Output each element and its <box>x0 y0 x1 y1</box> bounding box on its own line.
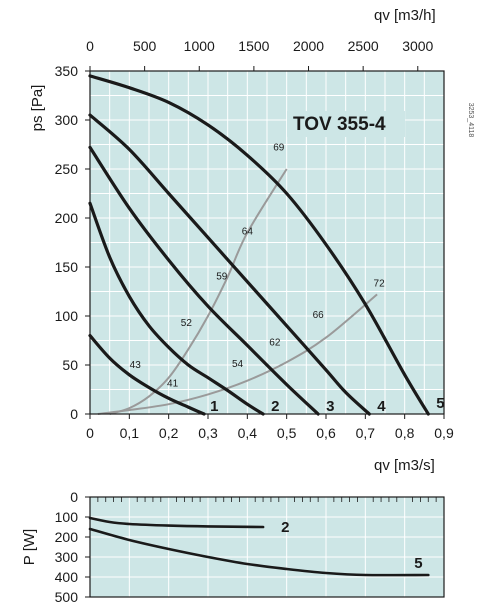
power-y-axis-title: P [W] <box>21 529 38 565</box>
power-y-tick-label: 200 <box>55 529 79 545</box>
pressure-curve-labels: 1 2 3 4 5 <box>210 395 445 415</box>
power-y-tick-label: 500 <box>55 589 79 605</box>
power-curve-label: 5 <box>414 555 422 572</box>
power-y-ticks: 0 100 200 300 400 500 <box>55 489 90 605</box>
efficiency-label: 62 <box>269 337 281 348</box>
power-plot-frame <box>89 496 445 598</box>
y-axis-title: ps [Pa] <box>29 85 46 132</box>
y-tick-label: 150 <box>55 259 79 275</box>
efficiency-label: 59 <box>216 272 228 283</box>
efficiency-label: 52 <box>181 318 193 329</box>
power-curve-label: 2 <box>281 519 289 536</box>
pressure-curve-label: 3 <box>326 398 334 415</box>
power-curves <box>88 516 430 577</box>
pressure-curve-label: 1 <box>210 398 218 415</box>
y-tick-label: 350 <box>55 63 79 79</box>
power-y-tick-label: 400 <box>55 569 79 585</box>
x-tick-label: 0 <box>86 425 94 441</box>
bottom-x-ticks: 0 0,1 0,2 0,3 0,4 0,5 0,6 0,7 0,8 0,9 <box>86 414 454 441</box>
main-chart: 0 0,1 0,2 0,3 0,4 0,5 0,6 0,7 0,8 0,9 0 500 1000 150… <box>29 7 474 474</box>
pressure-curve-5 <box>88 74 430 416</box>
efficiency-label: 66 <box>313 310 325 321</box>
power-curve-labels: 25 <box>281 519 423 572</box>
efficiency-label: 41 <box>167 379 179 390</box>
efficiency-label: 72 <box>374 279 386 290</box>
efficiency-curves <box>97 168 378 415</box>
top-x-tick-label: 2000 <box>293 38 324 54</box>
power-y-tick-label: 100 <box>55 509 79 525</box>
efficiency-label: 64 <box>242 227 254 238</box>
y-tick-label: 0 <box>70 406 78 422</box>
x-tick-label: 0,4 <box>238 425 258 441</box>
efficiency-label: 54 <box>232 359 244 370</box>
efficiency-curve <box>109 168 288 415</box>
top-x-tick-label: 0 <box>86 38 94 54</box>
pressure-curve-3 <box>88 145 320 416</box>
pressure-curve-1 <box>88 334 206 416</box>
y-tick-label: 200 <box>55 210 79 226</box>
pressure-curve-4 <box>88 113 371 416</box>
top-x-tick-label: 2500 <box>348 38 379 54</box>
model-title-backdrop <box>287 111 405 137</box>
power-y-tick-label: 300 <box>55 549 79 565</box>
x-tick-label: 0,7 <box>356 425 376 441</box>
y-tick-label: 300 <box>55 112 79 128</box>
pressure-curves <box>88 74 430 416</box>
pressure-curve-label: 2 <box>271 398 279 415</box>
efficiency-label: 69 <box>273 142 285 153</box>
power-curve-2 <box>88 516 265 529</box>
efficiency-label: 43 <box>130 360 142 371</box>
y-tick-label: 50 <box>62 357 78 373</box>
power-curve-5 <box>88 527 430 577</box>
efficiency-labels: 43 41 52 54 59 62 64 66 69 72 <box>130 111 405 390</box>
power-gridlines <box>90 497 444 597</box>
x-tick-label: 0,2 <box>159 425 179 441</box>
efficiency-curve <box>97 293 378 415</box>
top-x-axis-title: qv [m3/h] <box>374 7 436 24</box>
top-x-tick-label: 500 <box>133 38 157 54</box>
main-plot-frame <box>89 70 445 415</box>
x-tick-label: 0,8 <box>395 425 415 441</box>
x-tick-label: 0,1 <box>120 425 140 441</box>
pressure-curve-label: 5 <box>436 395 444 412</box>
top-x-tick-label: 3000 <box>402 38 433 54</box>
model-title: TOV 355-4 <box>293 114 386 135</box>
main-gridlines <box>90 71 444 414</box>
top-x-tick-label: 1000 <box>184 38 215 54</box>
x-tick-label: 0,3 <box>198 425 218 441</box>
reference-code: 3253_4118 <box>467 103 474 138</box>
y-tick-label: 250 <box>55 161 79 177</box>
top-x-tick-label: 1500 <box>238 38 269 54</box>
pressure-curve-2 <box>88 201 265 416</box>
x-tick-label: 0,9 <box>434 425 454 441</box>
x-tick-label: 0,5 <box>277 425 297 441</box>
y-ticks: 0 50 100 150 200 250 300 350 <box>55 63 90 422</box>
bottom-x-axis-title: qv [m3/s] <box>374 457 435 474</box>
x-tick-label: 0,6 <box>316 425 336 441</box>
power-y-tick-label: 0 <box>70 489 78 505</box>
y-tick-label: 100 <box>55 308 79 324</box>
pressure-curve-label: 4 <box>377 398 386 415</box>
top-x-ticks: 0 500 1000 1500 2000 2500 3000 <box>86 38 434 71</box>
power-plot-area <box>90 497 444 597</box>
